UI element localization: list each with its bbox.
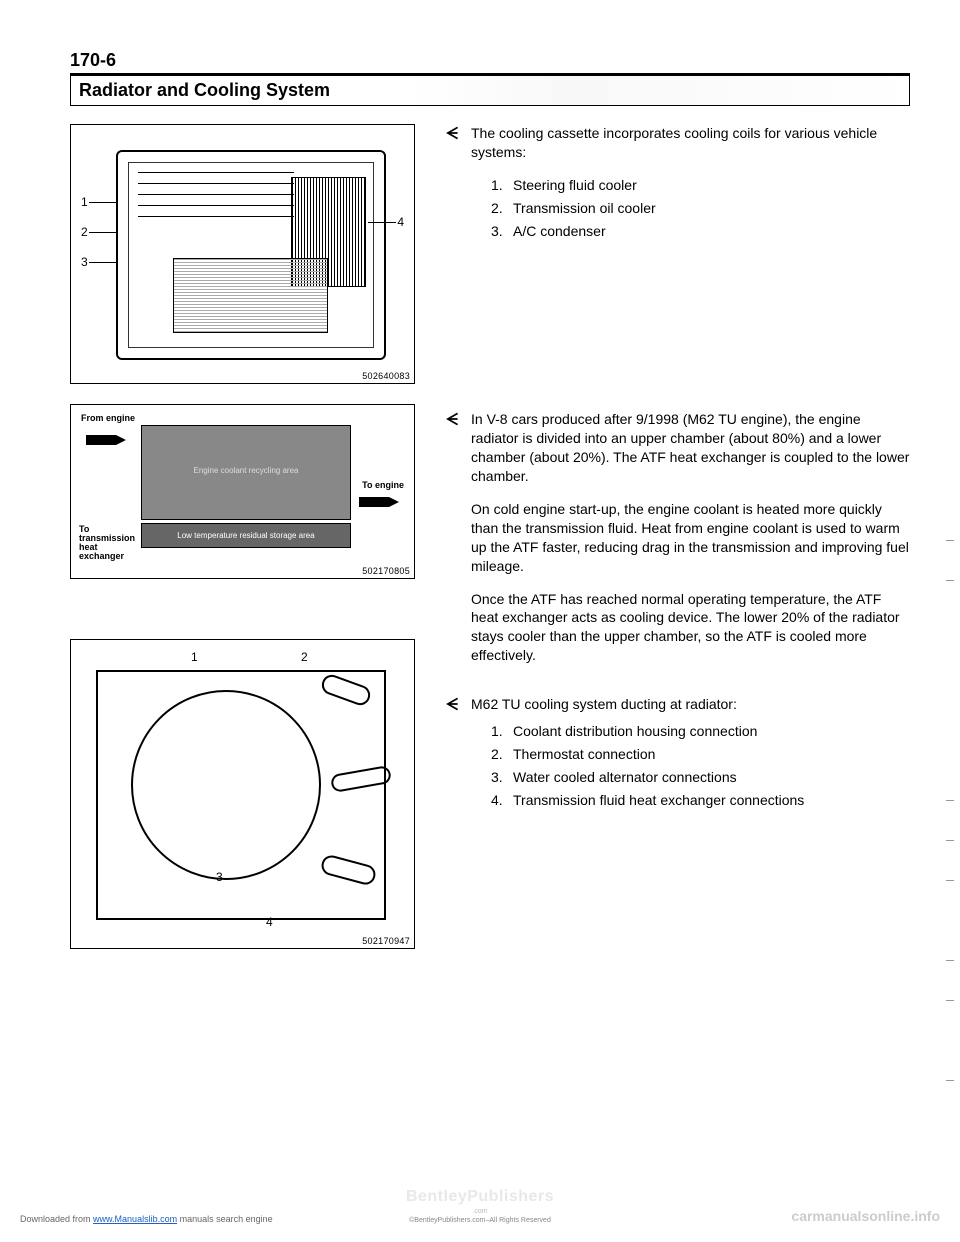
figure-id: 502170947	[362, 936, 410, 946]
callout-3: 3	[216, 870, 223, 884]
label-low-temp: Low temperature residual storage area	[141, 523, 351, 548]
figure-ducting: 1 2 3 4 502170947	[70, 639, 415, 949]
text-column: The cooling cassette incorporates coolin…	[445, 124, 910, 969]
figure-id: 502170805	[362, 566, 410, 576]
figure-radiator-chambers: From engine Engine coolant recycling are…	[70, 404, 415, 579]
footer-source: carmanualsonline.info	[791, 1208, 940, 1224]
list-item: Water cooled alternator connections	[513, 768, 737, 787]
callout-2: 2	[301, 650, 308, 664]
label-to-trans: To transmission heat exchanger	[79, 525, 139, 561]
label-from-engine: From engine	[81, 413, 135, 423]
intro-text: The cooling cassette incorporates coolin…	[471, 124, 910, 162]
section-title: Radiator and Cooling System	[70, 75, 910, 106]
figures-column: 1 2 3 4 502640083 From engine Engine coo…	[70, 124, 415, 969]
figure-id: 502640083	[362, 371, 410, 381]
callout-3: 3	[81, 255, 88, 269]
text-block-ducting: M62 TU cooling system ducting at radiato…	[445, 695, 910, 813]
watermark: BentleyPublishers	[0, 1188, 960, 1206]
list-item: Transmission fluid heat exchanger connec…	[513, 791, 804, 810]
callout-4: 4	[397, 215, 404, 229]
footer-download: Downloaded from www.Manualslib.com manua…	[20, 1214, 273, 1224]
pointer-icon	[445, 695, 461, 813]
page-number: 170-6	[70, 50, 910, 71]
content-area: 1 2 3 4 502640083 From engine Engine coo…	[70, 124, 910, 969]
pointer-icon	[445, 410, 461, 679]
text-block-v8: In V-8 cars produced after 9/1998 (M62 T…	[445, 410, 910, 679]
margin-marks	[934, 400, 954, 1100]
list-item: Transmission oil cooler	[513, 199, 656, 218]
manualslib-link[interactable]: www.Manualslib.com	[93, 1214, 177, 1224]
label-recycle: Engine coolant recycling area	[142, 426, 350, 475]
paragraph: Once the ATF has reached normal operatin…	[471, 590, 910, 666]
list-item: Thermostat connection	[513, 745, 655, 764]
callout-4: 4	[266, 915, 273, 929]
intro-text: M62 TU cooling system ducting at radiato…	[471, 695, 910, 714]
label-to-engine: To engine	[349, 480, 404, 490]
cassette-list: 1.Steering fluid cooler 2.Transmission o…	[471, 176, 910, 241]
paragraph: On cold engine start-up, the engine cool…	[471, 500, 910, 576]
text-block-cassette: The cooling cassette incorporates coolin…	[445, 124, 910, 244]
list-item: A/C condenser	[513, 222, 606, 241]
list-item: Coolant distribution housing connection	[513, 722, 757, 741]
figure-cooling-cassette: 1 2 3 4 502640083	[70, 124, 415, 384]
callout-2: 2	[81, 225, 88, 239]
list-item: Steering fluid cooler	[513, 176, 637, 195]
paragraph: In V-8 cars produced after 9/1998 (M62 T…	[471, 410, 910, 486]
ducting-list: 1.Coolant distribution housing connectio…	[471, 722, 910, 810]
pointer-icon	[445, 124, 461, 244]
callout-1: 1	[191, 650, 198, 664]
callout-1: 1	[81, 195, 88, 209]
